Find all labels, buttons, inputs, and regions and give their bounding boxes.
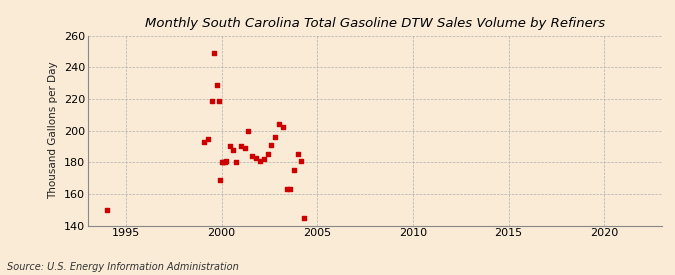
Point (259, 157, 269, 161)
Point (224, 144, 235, 148)
Point (211, 82, 222, 87)
Point (227, 147, 238, 152)
Point (221, 158, 232, 163)
Point (231, 160, 242, 164)
Point (218, 160, 229, 164)
Point (270, 135, 281, 139)
Point (254, 158, 265, 163)
Point (298, 215, 309, 220)
Point (293, 152, 304, 156)
Point (289, 168, 300, 172)
Point (207, 98, 217, 103)
Point (285, 187, 296, 191)
Point (216, 160, 227, 164)
Point (281, 187, 292, 191)
Text: Source: U.S. Energy Information Administration: Source: U.S. Energy Information Administ… (7, 262, 238, 272)
Point (247, 154, 258, 158)
Point (202, 136, 213, 141)
Point (215, 177, 225, 182)
Point (219, 160, 230, 164)
Point (243, 128, 254, 133)
Y-axis label: Thousand Gallons per Day: Thousand Gallons per Day (48, 62, 58, 199)
Point (296, 158, 306, 163)
Point (239, 146, 250, 150)
Title: Monthly South Carolina Total Gasoline DTW Sales Volume by Refiners: Monthly South Carolina Total Gasoline DT… (144, 17, 605, 31)
Point (273, 122, 284, 127)
Point (236, 144, 246, 148)
Point (266, 143, 277, 147)
Point (262, 152, 273, 156)
Point (209, 51, 219, 55)
Point (213, 98, 224, 103)
Point (277, 125, 288, 130)
Point (199, 139, 210, 144)
Point (250, 155, 261, 160)
Point (101, 207, 112, 212)
